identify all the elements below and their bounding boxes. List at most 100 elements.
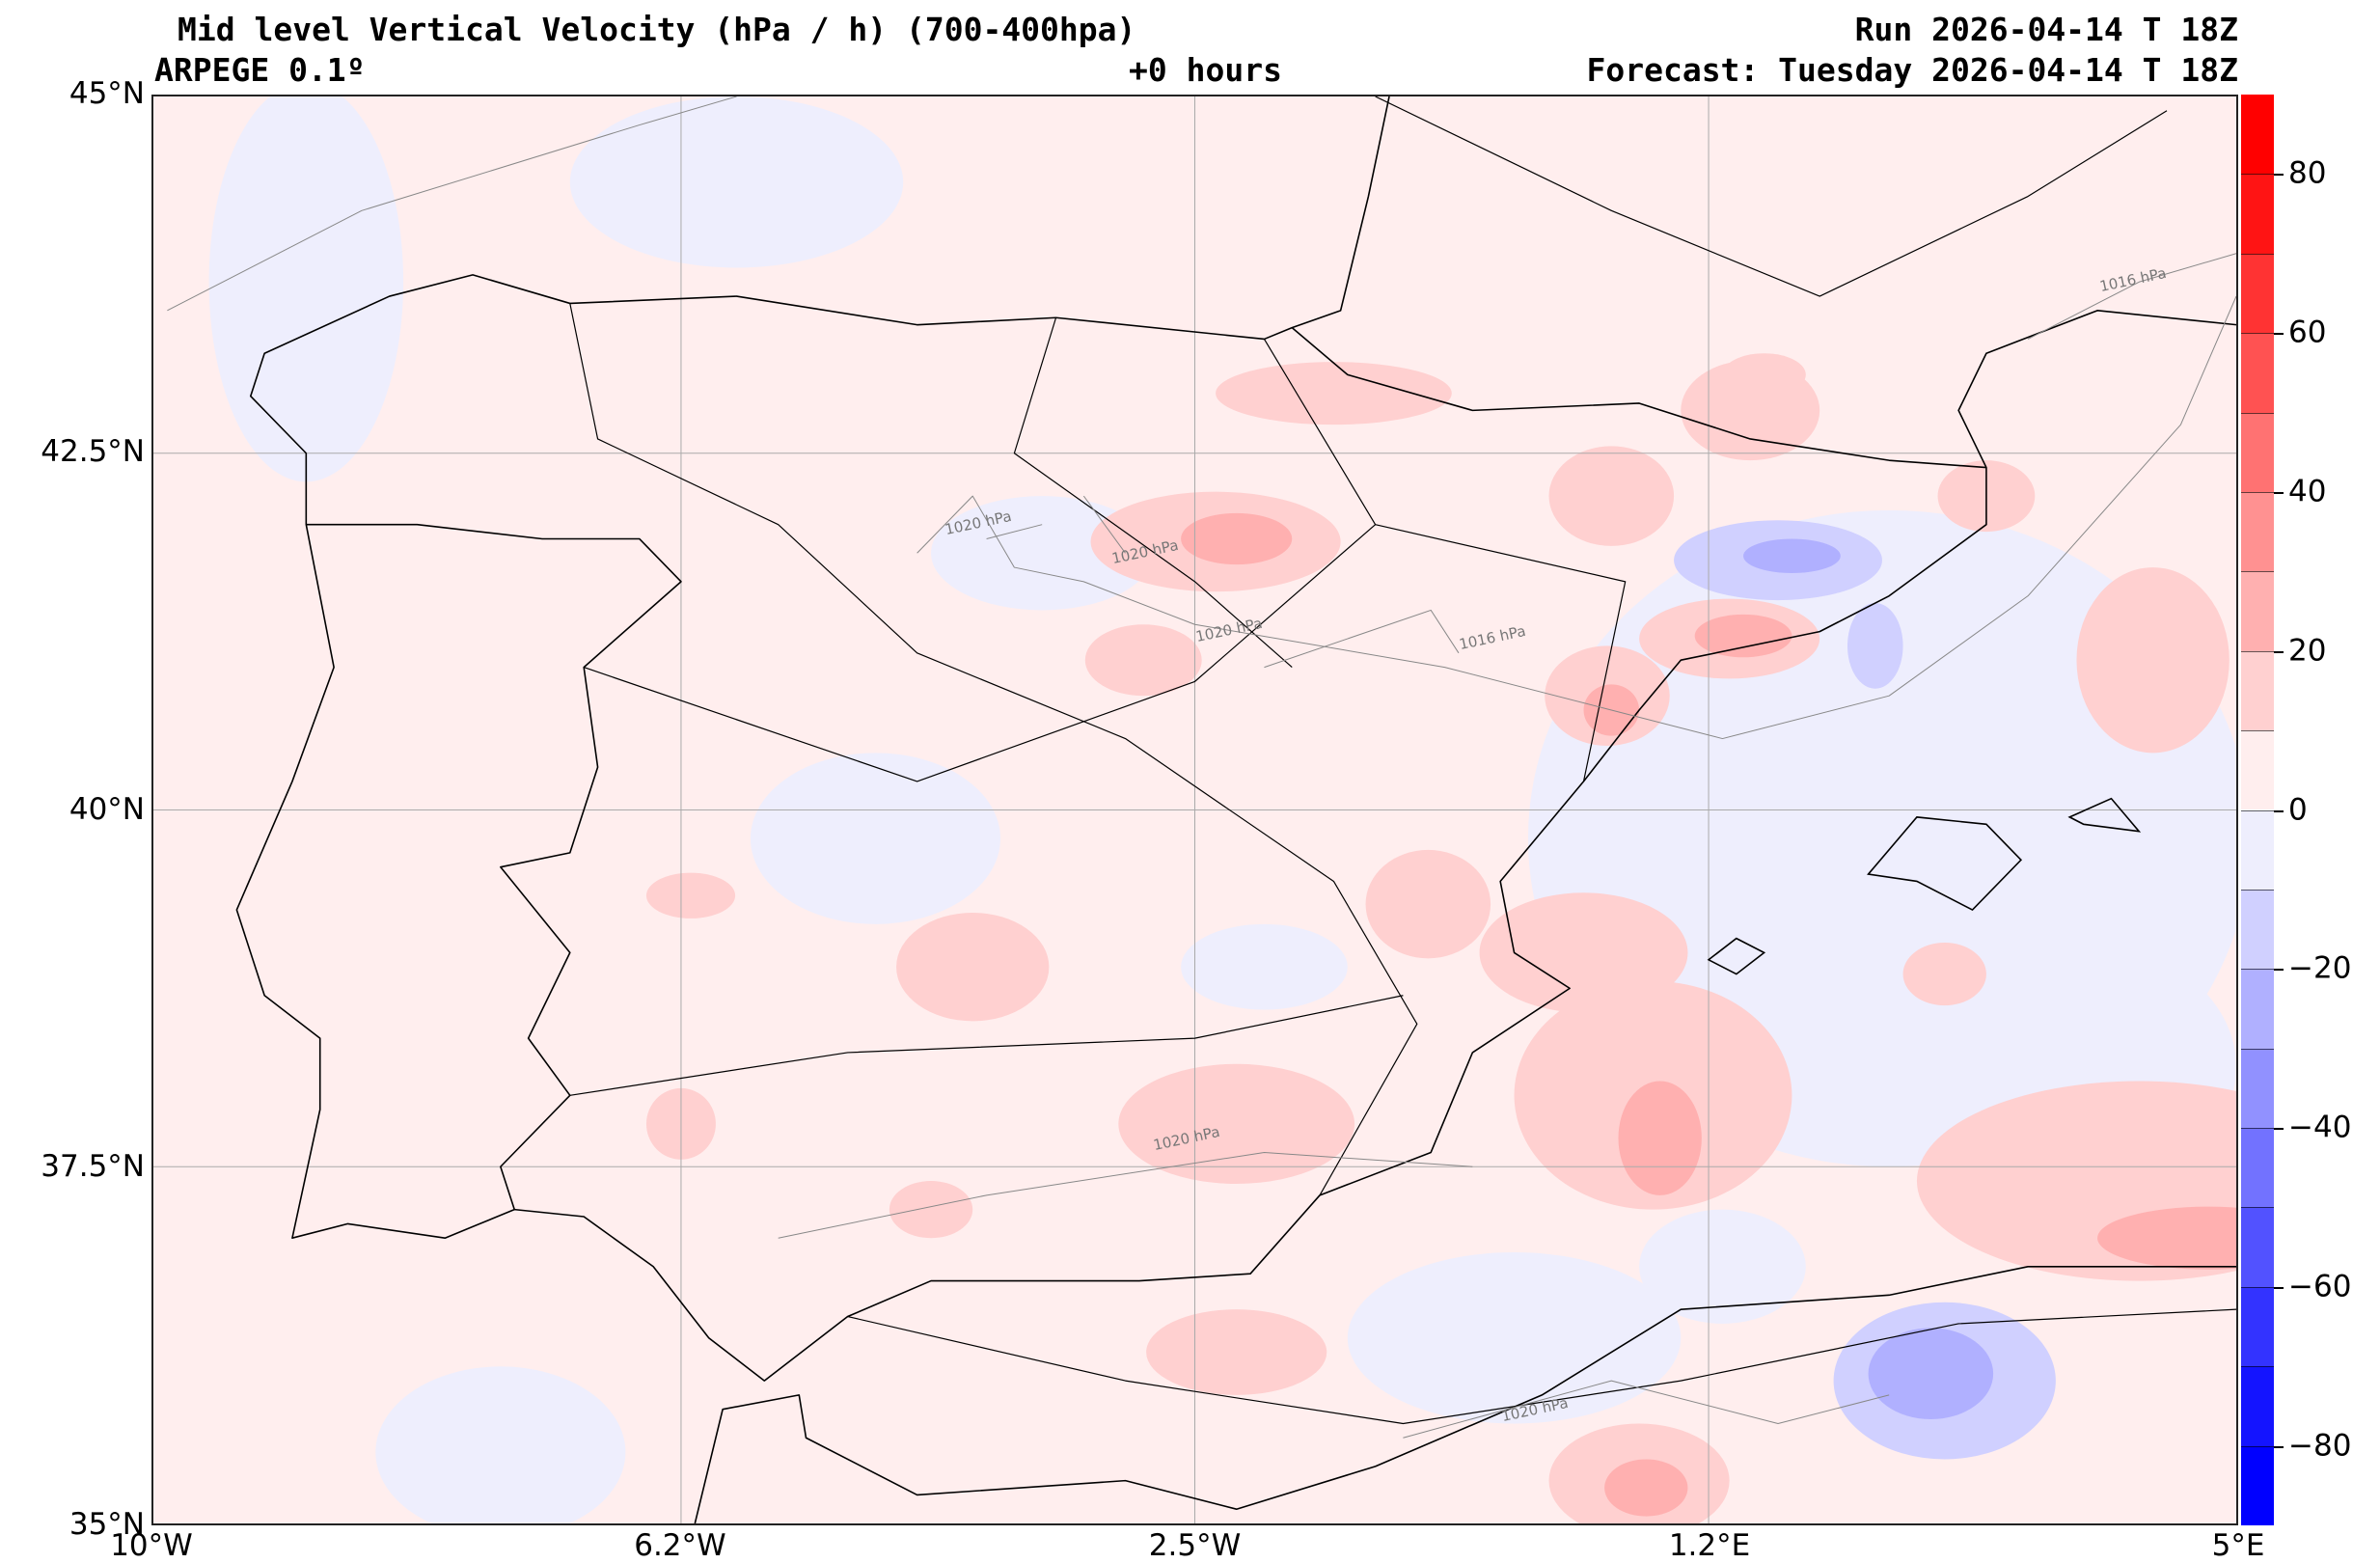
- descent-contour-area: [1347, 1251, 1682, 1424]
- descent-contour-area: [931, 496, 1154, 611]
- ascent-contour-area: [1902, 943, 1986, 1006]
- ascent-contour-area: [2097, 1206, 2236, 1270]
- isobar-line: [987, 525, 1043, 539]
- colorbar-bin: [2241, 650, 2274, 731]
- coastline-menorca: [2069, 799, 2139, 832]
- ascent-contour-area: [1118, 1063, 1355, 1184]
- descent-contour-area: [208, 96, 404, 482]
- run-label: Run 2026-04-14 T 18Z: [1854, 11, 2238, 48]
- colorbar-tick: [2274, 1286, 2284, 1289]
- descent-contour-area: [750, 753, 1000, 924]
- descent-contour-area: [375, 1366, 626, 1523]
- region-border: [1376, 96, 2167, 296]
- colorbar-bin: [2241, 174, 2274, 254]
- ascent-contour-area: [1694, 614, 1792, 658]
- ascent-contour-area: [1365, 849, 1491, 959]
- coastline-north-africa: [695, 1267, 2236, 1523]
- colorbar-tick-label: 80: [2288, 155, 2327, 191]
- ascent-contour-area: [1618, 1081, 1702, 1195]
- colorbar-bin: [2241, 1445, 2274, 1525]
- ascent-contour-area: [1722, 353, 1806, 397]
- colorbar-bin: [2241, 969, 2274, 1049]
- ascent-contour-area: [1548, 446, 1675, 546]
- colorbar-bin: [2241, 95, 2274, 175]
- vertical-velocity-map: [153, 96, 2236, 1523]
- lead-time-label: +0 hours: [1129, 51, 1282, 89]
- descent-contour-area: [1181, 923, 1348, 1010]
- colorbar-bin: [2241, 1048, 2274, 1129]
- ascent-contour-area: [1604, 1459, 1688, 1517]
- descent-contour-area: [1743, 538, 1841, 573]
- colorbar-bin: [2241, 730, 2274, 810]
- colorbar-bin: [2241, 571, 2274, 651]
- isobar-line: [779, 1152, 1473, 1238]
- ascent-contour-area: [1181, 512, 1293, 565]
- descent-contour-area: [1868, 1328, 1994, 1420]
- ascent-contour-area: [1216, 362, 1452, 425]
- latitude-tick-label: 35°N: [68, 1507, 145, 1542]
- model-label: ARPEGE 0.1º: [154, 51, 366, 89]
- latitude-tick-label: 42.5°N: [41, 433, 145, 469]
- ascent-contour-area: [1084, 624, 1202, 697]
- colorbar-tick: [2274, 174, 2284, 177]
- border-spain-portugal: [306, 525, 681, 1210]
- descent-contour-area: [1847, 603, 1903, 689]
- colorbar-tick-label: −20: [2288, 950, 2352, 986]
- colorbar-bin: [2241, 333, 2274, 413]
- latitude-tick-label: 40°N: [68, 791, 145, 827]
- colorbar-bin: [2241, 1366, 2274, 1446]
- ascent-contour-area: [2076, 567, 2230, 754]
- border-spain-france: [1292, 328, 1986, 468]
- colorbar-tick: [2274, 809, 2284, 812]
- coastline-ibiza: [1709, 939, 1764, 974]
- colorbar-tick: [2274, 491, 2284, 494]
- coastline-mallorca: [1869, 817, 2021, 910]
- isobar-line: [1264, 610, 1459, 667]
- chart-title: Mid level Vertical Velocity (hPa / h) (7…: [178, 11, 1136, 48]
- colorbar-bin: [2241, 491, 2274, 572]
- forecast-label: Forecast: Tuesday 2026-04-14 T 18Z: [1586, 51, 2238, 89]
- latitude-tick-label: 45°N: [68, 76, 145, 111]
- ascent-contour-area: [1146, 1309, 1327, 1395]
- colorbar-tick: [2274, 1128, 2284, 1131]
- longitude-tick-label: 2.5°W: [1148, 1528, 1242, 1563]
- longitude-tick-label: 10°W: [110, 1528, 193, 1563]
- ascent-contour-area: [896, 912, 1050, 1022]
- descent-contour-area: [569, 96, 904, 268]
- map-area: [151, 95, 2238, 1525]
- colorbar-tick-label: 20: [2288, 633, 2327, 669]
- isobar-line: [167, 96, 736, 311]
- ascent-contour-area: [645, 872, 736, 919]
- colorbar-tick-label: 40: [2288, 474, 2327, 509]
- colorbar-tick: [2274, 333, 2284, 336]
- colorbar-tick-label: −80: [2288, 1428, 2352, 1464]
- region-border: [570, 303, 1417, 1194]
- colorbar-bin: [2241, 1207, 2274, 1287]
- colorbar-tick-label: −40: [2288, 1110, 2352, 1145]
- longitude-tick-label: 6.2°W: [634, 1528, 726, 1563]
- descent-contour-area: [1639, 1209, 1806, 1324]
- coastline-iberia: [236, 96, 2236, 1381]
- colorbar: [2241, 95, 2274, 1525]
- colorbar-bin: [2241, 253, 2274, 334]
- isobar-line: [917, 296, 2236, 738]
- longitude-tick-label: 1.2°E: [1668, 1528, 1751, 1563]
- region-border: [584, 525, 1375, 782]
- colorbar-tick: [2274, 969, 2284, 972]
- isobar-line: [1403, 1381, 1889, 1438]
- region-border: [1264, 339, 1625, 781]
- colorbar-tick-label: 60: [2288, 315, 2327, 350]
- colorbar-tick: [2274, 1445, 2284, 1448]
- longitude-tick-label: 5°E: [2211, 1528, 2265, 1563]
- colorbar-bin: [2241, 889, 2274, 970]
- colorbar-bin: [2241, 412, 2274, 492]
- ascent-contour-area: [889, 1181, 973, 1239]
- region-border: [570, 996, 1404, 1096]
- region-border: [848, 1309, 2236, 1423]
- colorbar-tick-label: −60: [2288, 1269, 2352, 1304]
- latitude-tick-label: 37.5°N: [41, 1149, 145, 1185]
- colorbar-bin: [2241, 809, 2274, 890]
- colorbar-bin: [2241, 1286, 2274, 1367]
- colorbar-tick: [2274, 650, 2284, 653]
- isobar-line: [1083, 496, 1125, 553]
